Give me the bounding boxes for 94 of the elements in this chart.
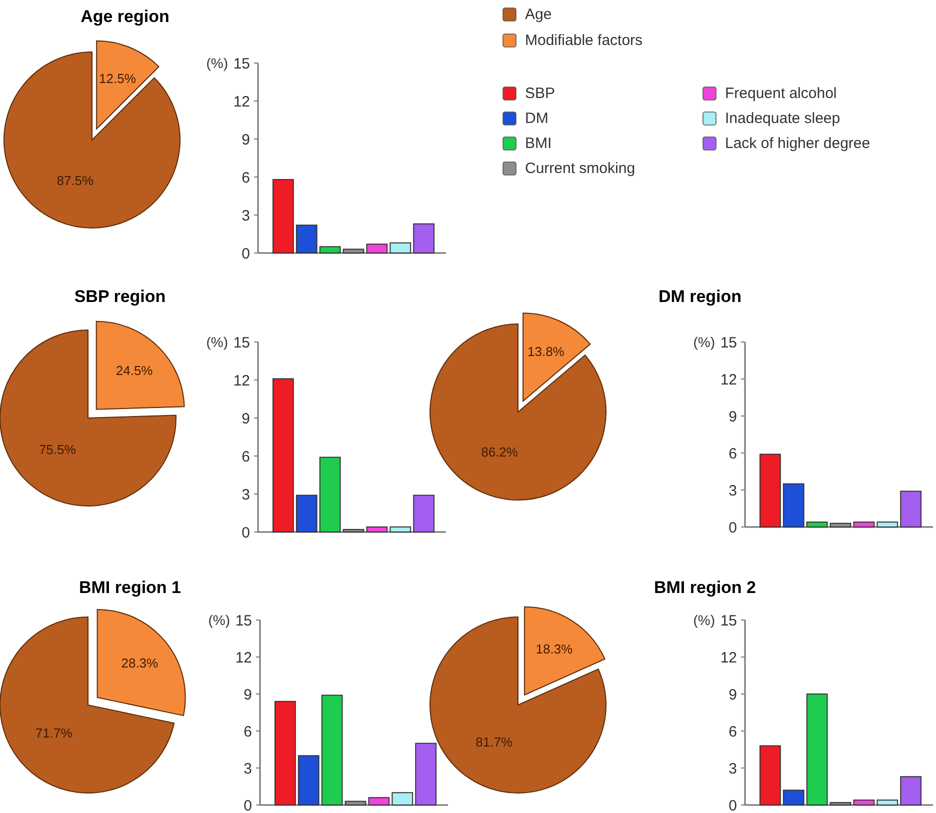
y-tick-label: 3: [728, 482, 737, 500]
legend-label: Frequent alcohol: [725, 85, 837, 102]
y-tick-label: 12: [233, 372, 250, 390]
bar: [366, 244, 388, 254]
y-tick-label: 9: [244, 686, 252, 704]
data-label: 12.5%: [99, 71, 136, 86]
legend-label: Lack of higher degree: [725, 135, 870, 152]
bar: [760, 745, 781, 806]
y-tick-label: 0: [244, 797, 252, 813]
bar: [368, 797, 390, 806]
legend-label: Current smoking: [525, 160, 636, 177]
y-tick-label: 3: [728, 760, 737, 778]
y-tick-label: 9: [728, 686, 737, 704]
bar: [342, 248, 364, 254]
y-axis-title: (%): [206, 334, 228, 350]
y-tick-label: 15: [235, 612, 252, 630]
bar: [876, 522, 898, 528]
bar: [296, 224, 318, 254]
bar: [296, 494, 318, 532]
y-tick-label: 15: [233, 334, 250, 352]
data-label: 71.7%: [35, 725, 73, 740]
bar: [853, 522, 875, 528]
bar: [830, 802, 852, 806]
data-label: 13.8%: [528, 344, 565, 360]
y-axis-title: (%): [208, 612, 230, 628]
bar: [272, 179, 294, 254]
bar: [830, 522, 852, 528]
y-tick-label: 9: [728, 408, 737, 426]
legend-label: DM: [525, 110, 548, 127]
bar: [342, 528, 364, 532]
bar: [900, 490, 922, 528]
y-tick-label: 12: [720, 649, 737, 666]
y-tick-label: 12: [235, 649, 252, 666]
data-label: 87.5%: [56, 173, 94, 188]
bar: [344, 800, 366, 806]
y-tick-label: 6: [728, 723, 737, 740]
bar: [782, 483, 804, 528]
y-tick-label: 15: [720, 334, 737, 352]
y-tick-label: 3: [244, 760, 252, 778]
y-tick-label: 0: [242, 245, 250, 262]
y-axis-title: (%): [693, 612, 715, 628]
y-tick-label: 12: [233, 93, 250, 110]
y-tick-label: 3: [242, 207, 250, 224]
y-tick-label: 3: [242, 486, 250, 504]
y-axis-title: (%): [693, 334, 715, 350]
data-label: 86.2%: [481, 444, 518, 460]
bar: [853, 800, 875, 806]
y-tick-label: 15: [720, 612, 737, 630]
bar: [390, 242, 412, 254]
bar: [806, 694, 828, 806]
y-tick-label: 12: [720, 371, 737, 388]
bar: [876, 800, 898, 806]
bar: [413, 223, 434, 254]
bar: [760, 454, 781, 528]
chart-title: Age region: [80, 7, 170, 26]
legend-label: BMI: [525, 135, 552, 152]
bar: [415, 742, 436, 806]
bar: [319, 456, 341, 532]
legend-label: Age: [525, 6, 552, 23]
data-label: 28.3%: [121, 656, 159, 671]
y-tick-label: 0: [242, 524, 250, 542]
text: DM region: [658, 287, 742, 306]
data-label: 18.3%: [536, 642, 574, 657]
y-axis-title: (%): [206, 54, 228, 71]
data-label: 81.7%: [476, 734, 513, 750]
y-tick-label: 6: [242, 448, 250, 466]
legend-label: Inadequate sleep: [725, 110, 840, 127]
bar: [321, 694, 343, 806]
bar: [390, 526, 412, 532]
bar: [274, 700, 296, 806]
y-tick-label: 6: [242, 169, 250, 186]
y-tick-label: 6: [728, 445, 737, 462]
bar: [366, 526, 388, 532]
y-tick-label: 15: [233, 55, 250, 72]
bar: [806, 522, 828, 528]
y-tick-label: 6: [244, 723, 252, 740]
bar: [392, 792, 414, 806]
legend-label: SBP: [525, 85, 556, 102]
bar: [782, 790, 804, 806]
chart-title: BMI region 1: [78, 578, 182, 597]
y-tick-label: 0: [728, 519, 737, 536]
y-tick-label: 9: [242, 131, 250, 148]
bar: [319, 246, 341, 254]
bar: [298, 755, 320, 806]
chart-title: SBP region: [74, 287, 166, 306]
data-label: 75.5%: [38, 442, 76, 458]
y-tick-label: 9: [242, 410, 250, 428]
data-label: 24.5%: [116, 362, 154, 378]
y-tick-label: 0: [728, 797, 737, 813]
bar: [272, 378, 294, 532]
bar: [413, 494, 434, 532]
text: BMI region 2: [654, 578, 756, 597]
bar: [900, 776, 922, 806]
legend-label: Modifiable factors: [525, 32, 643, 49]
